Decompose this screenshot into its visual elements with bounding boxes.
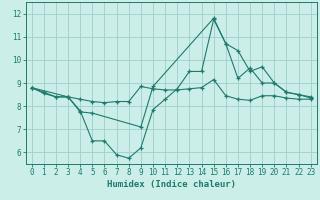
X-axis label: Humidex (Indice chaleur): Humidex (Indice chaleur) [107,180,236,189]
